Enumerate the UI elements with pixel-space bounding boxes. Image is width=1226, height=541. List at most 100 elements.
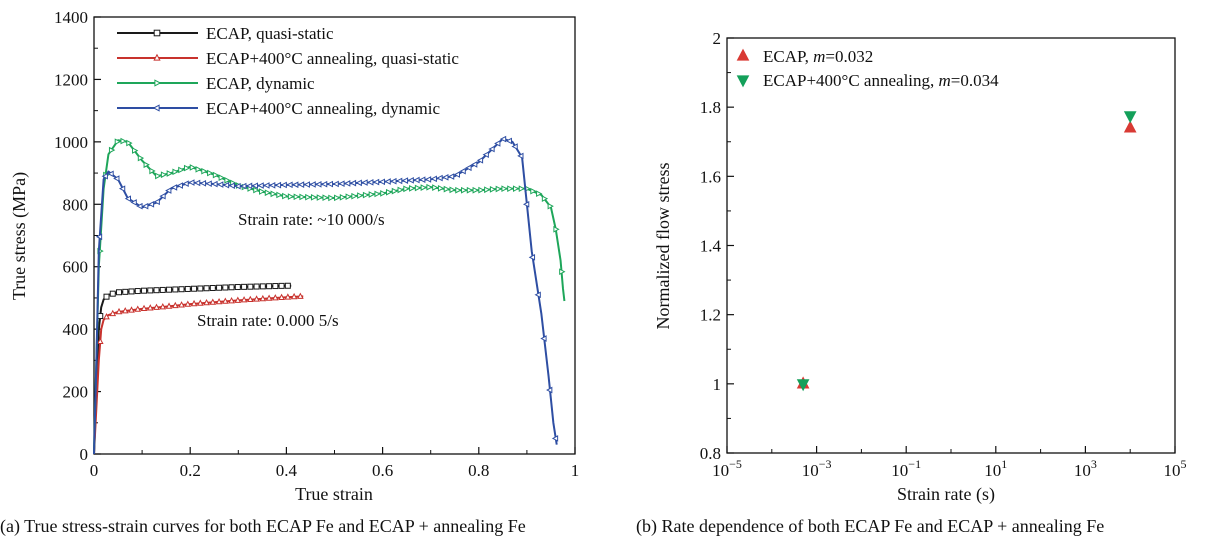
x-axis-ticks-a: 0 0.2 0.4 0.6 0.8 1 bbox=[90, 447, 580, 480]
data-point bbox=[278, 282, 285, 289]
data-point bbox=[414, 184, 422, 192]
data-point bbox=[203, 285, 210, 292]
data-point bbox=[182, 180, 189, 188]
y-tick-label: 1.8 bbox=[700, 98, 721, 117]
data-point bbox=[196, 299, 204, 306]
data-point bbox=[126, 139, 133, 147]
data-point bbox=[472, 186, 479, 194]
y-tick-label: 1.6 bbox=[700, 167, 721, 186]
data-point bbox=[184, 300, 192, 307]
data-point bbox=[159, 286, 166, 293]
data-point bbox=[191, 285, 198, 292]
data-point bbox=[149, 167, 156, 175]
data-point bbox=[265, 294, 273, 301]
data-point bbox=[137, 154, 145, 162]
data-point bbox=[240, 182, 247, 190]
data-point bbox=[257, 182, 264, 189]
data-point bbox=[299, 193, 306, 201]
legend-marker bbox=[736, 75, 750, 88]
data-point bbox=[207, 169, 214, 177]
y-tick-label: 1 bbox=[713, 375, 722, 394]
legend-label: ECAP, quasi-static bbox=[206, 24, 334, 43]
y-tick-label: 1200 bbox=[54, 70, 88, 89]
data-point bbox=[234, 284, 241, 291]
data-point bbox=[494, 140, 501, 147]
data-point bbox=[146, 304, 154, 311]
data-point bbox=[315, 180, 322, 188]
legend-b: ECAP, m=0.032 ECAP+400°C annealing, m=0.0… bbox=[736, 47, 999, 90]
data-point bbox=[437, 185, 445, 192]
plot-b-frame bbox=[726, 37, 1176, 454]
legend-label: ECAP+400°C annealing, m=0.034 bbox=[763, 71, 999, 90]
data-point bbox=[505, 137, 512, 145]
data-point bbox=[453, 171, 461, 178]
data-point bbox=[259, 188, 266, 195]
data-point bbox=[385, 188, 393, 196]
series-1 bbox=[796, 120, 1137, 389]
data-point bbox=[276, 191, 283, 199]
data-point bbox=[546, 386, 553, 394]
data-point bbox=[130, 199, 137, 206]
data-point bbox=[266, 283, 273, 290]
data-point bbox=[372, 178, 380, 186]
data-point bbox=[351, 192, 358, 200]
data-point bbox=[224, 176, 231, 184]
x-tick-label: 0.4 bbox=[276, 461, 298, 480]
data-point bbox=[471, 161, 478, 168]
data-point bbox=[357, 192, 364, 199]
series-group-b bbox=[796, 111, 1137, 392]
data-point bbox=[540, 335, 547, 342]
x-tick-label: 0.6 bbox=[372, 461, 393, 480]
data-point bbox=[134, 288, 141, 295]
data-point bbox=[176, 182, 183, 189]
data-point bbox=[303, 181, 310, 188]
data-point bbox=[338, 180, 345, 187]
y-tick-label: 400 bbox=[63, 320, 89, 339]
series-3 bbox=[93, 137, 566, 455]
data-point bbox=[228, 284, 235, 291]
x-tick-label: 105 bbox=[1164, 457, 1187, 480]
data-point bbox=[290, 292, 298, 300]
data-point bbox=[401, 177, 409, 184]
y-tick-label: 600 bbox=[63, 258, 89, 277]
data-point bbox=[390, 177, 397, 185]
annotation-static-rate: Strain rate: 0.000 5/s bbox=[197, 311, 339, 330]
data-point bbox=[264, 189, 272, 197]
annotation-dynamic-rate: Strain rate: ~10 000/s bbox=[238, 210, 385, 229]
legend-marker bbox=[153, 53, 161, 61]
data-point bbox=[234, 296, 242, 303]
data-point bbox=[280, 181, 287, 189]
data-point bbox=[1123, 120, 1137, 133]
data-point bbox=[403, 185, 410, 193]
data-point bbox=[234, 182, 241, 190]
data-point bbox=[108, 146, 116, 154]
data-point bbox=[344, 180, 351, 187]
data-point bbox=[495, 185, 502, 193]
data-point bbox=[395, 177, 403, 185]
data-point bbox=[384, 178, 391, 185]
data-point bbox=[478, 186, 485, 194]
y-tick-label: 800 bbox=[63, 195, 89, 214]
x-tick-label: 1 bbox=[571, 461, 580, 480]
data-point bbox=[193, 179, 201, 187]
data-point bbox=[551, 435, 559, 442]
data-point bbox=[218, 174, 225, 182]
y-tick-label: 1.2 bbox=[700, 306, 721, 325]
data-point bbox=[293, 193, 300, 201]
legend-marker bbox=[154, 79, 162, 87]
data-point bbox=[355, 179, 362, 187]
data-point bbox=[268, 181, 276, 189]
data-point bbox=[228, 182, 235, 189]
data-point bbox=[263, 182, 270, 189]
data-point bbox=[184, 285, 191, 292]
data-point bbox=[222, 181, 230, 189]
data-point bbox=[287, 193, 295, 200]
data-point bbox=[466, 186, 474, 194]
caption-a: (a) True stress-strain curves for both E… bbox=[0, 516, 526, 537]
data-point bbox=[309, 181, 316, 188]
data-point bbox=[188, 179, 195, 186]
data-point bbox=[272, 294, 279, 301]
data-point bbox=[501, 185, 508, 193]
legend-entry: ECAP, dynamic bbox=[117, 74, 315, 93]
data-point bbox=[121, 307, 129, 314]
